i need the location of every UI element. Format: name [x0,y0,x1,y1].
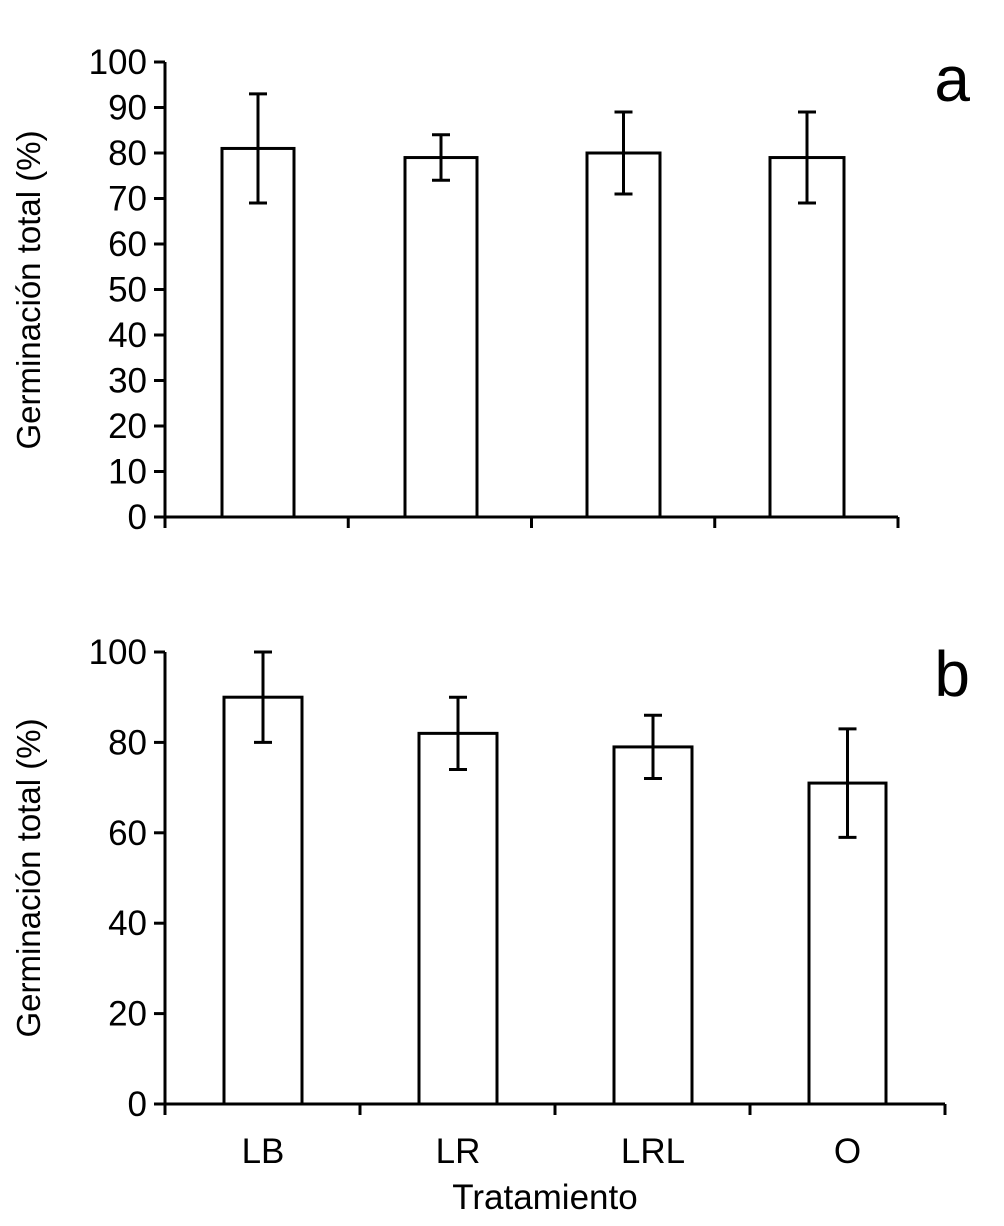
chart-panel-b: 0 20 40 60 80 100 LB LR LRL O Germinación total (%… [10,633,970,1217]
y-tick-label: 40 [108,904,147,943]
y-tick-label: 30 [108,362,147,401]
y-tick-label: 100 [89,43,147,82]
y-tick-label: 20 [108,995,147,1034]
x-category-label: LR [436,1132,481,1171]
y-tick-label: 10 [108,453,147,492]
x-category-label: O [834,1132,861,1171]
panel-label: a [934,43,970,115]
y-tick-label: 60 [108,225,147,264]
bar-lb [222,695,304,1106]
x-axis-label: Tratamiento [452,1178,637,1217]
y-tick-label: 20 [108,407,147,446]
x-category-label: LRL [621,1132,685,1171]
bar-lrl [612,745,694,1106]
panel-label: b [934,638,970,710]
y-tick-label: 80 [108,134,147,173]
bar-lr [417,731,499,1106]
y-tick-label: 0 [128,1085,147,1124]
y-tick-label: 70 [108,180,147,219]
y-tick-label: 60 [108,814,147,853]
y-tick-label: 50 [108,271,147,310]
bar-o [768,156,846,519]
y-axis-label: Germinación total (%) [10,130,47,449]
y-tick-label: 90 [108,89,147,128]
bar-lrl [585,151,662,519]
x-category-label: LB [242,1132,285,1171]
y-tick-label: 40 [108,316,147,355]
bar-lr [403,156,479,519]
y-axis-label: Germinación total (%) [10,718,47,1037]
y-tick-label: 80 [108,723,147,762]
y-tick-label: 0 [128,498,147,537]
chart-panel-a: 0 10 20 30 40 50 60 70 80 90 100 Germinación total … [10,43,970,537]
y-tick-label: 100 [89,633,147,672]
